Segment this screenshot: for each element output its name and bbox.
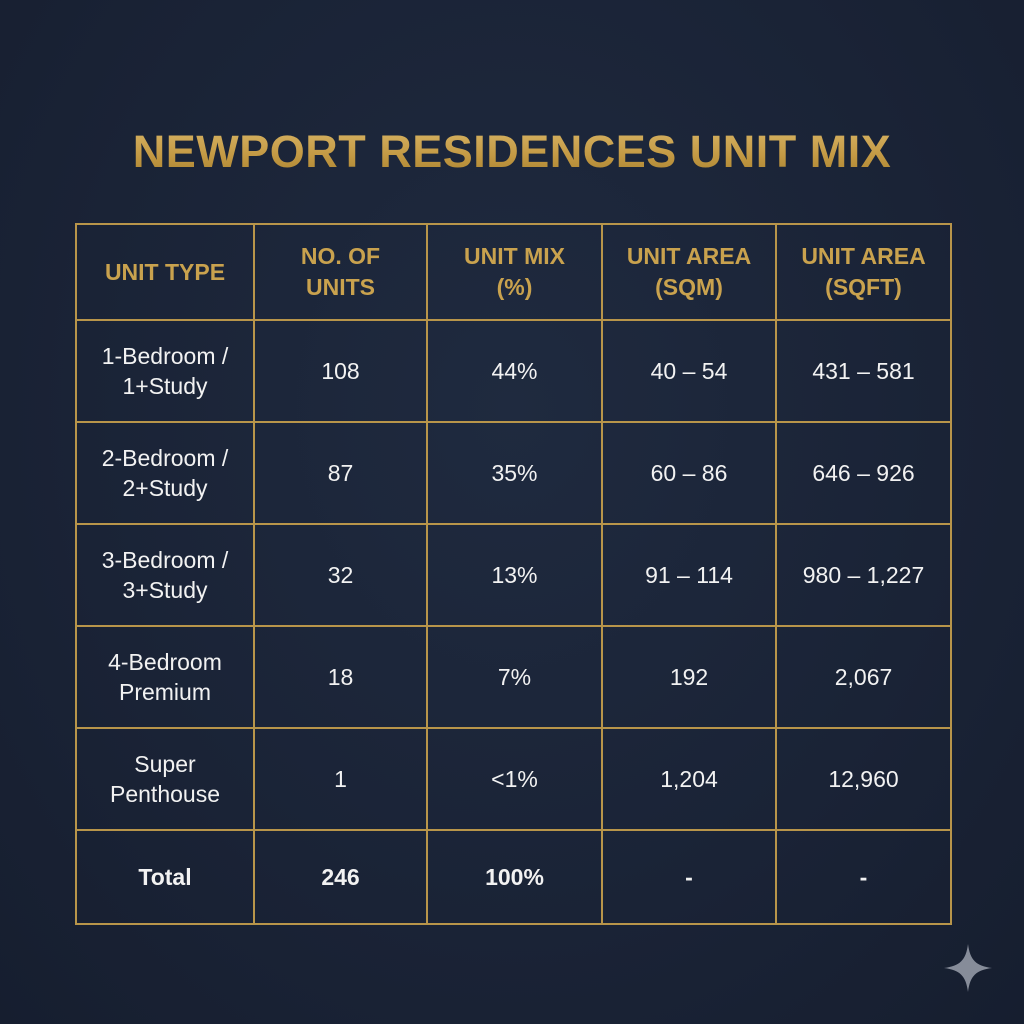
table-header-row: UNIT TYPE NO. OF UNITS UNIT MIX (%) UNIT…: [75, 223, 952, 321]
header-unit-mix: UNIT MIX (%): [426, 223, 603, 321]
cell-unit-area-sqm: 60 – 86: [601, 421, 777, 525]
cell-unit-area-sqm: 91 – 114: [601, 523, 777, 627]
table-row: Super Penthouse 1 <1% 1,204 12,960: [75, 727, 952, 831]
total-unit-area-sqft: -: [775, 829, 952, 925]
cell-unit-mix: 7%: [426, 625, 603, 729]
cell-unit-mix: <1%: [426, 727, 603, 831]
cell-unit-area-sqm: 1,204: [601, 727, 777, 831]
header-no-of-units: NO. OF UNITS: [253, 223, 428, 321]
cell-unit-mix: 44%: [426, 319, 603, 423]
cell-no-of-units: 87: [253, 421, 428, 525]
cell-unit-area-sqft: 980 – 1,227: [775, 523, 952, 627]
total-row: Total 246 100% - -: [75, 829, 952, 925]
cell-unit-type: 3-Bedroom / 3+Study: [75, 523, 255, 627]
unit-mix-table: UNIT TYPE NO. OF UNITS UNIT MIX (%) UNIT…: [75, 223, 952, 925]
cell-no-of-units: 108: [253, 319, 428, 423]
total-label: Total: [75, 829, 255, 925]
cell-unit-type: 1-Bedroom / 1+Study: [75, 319, 255, 423]
cell-unit-type: 4-Bedroom Premium: [75, 625, 255, 729]
page-title: NEWPORT RESIDENCES UNIT MIX: [0, 126, 1024, 178]
sparkle-icon: [944, 944, 992, 992]
cell-unit-type: 2-Bedroom / 2+Study: [75, 421, 255, 525]
cell-no-of-units: 18: [253, 625, 428, 729]
table-row: 2-Bedroom / 2+Study 87 35% 60 – 86 646 –…: [75, 421, 952, 525]
cell-unit-area-sqft: 12,960: [775, 727, 952, 831]
cell-unit-area-sqft: 431 – 581: [775, 319, 952, 423]
cell-unit-area-sqft: 2,067: [775, 625, 952, 729]
total-unit-area-sqm: -: [601, 829, 777, 925]
total-no-of-units: 246: [253, 829, 428, 925]
total-unit-mix: 100%: [426, 829, 603, 925]
header-unit-type: UNIT TYPE: [75, 223, 255, 321]
cell-no-of-units: 1: [253, 727, 428, 831]
table-row: 1-Bedroom / 1+Study 108 44% 40 – 54 431 …: [75, 319, 952, 423]
cell-no-of-units: 32: [253, 523, 428, 627]
cell-unit-area-sqft: 646 – 926: [775, 421, 952, 525]
table-row: 4-Bedroom Premium 18 7% 192 2,067: [75, 625, 952, 729]
cell-unit-mix: 35%: [426, 421, 603, 525]
header-unit-area-sqm: UNIT AREA (SQM): [601, 223, 777, 321]
cell-unit-type: Super Penthouse: [75, 727, 255, 831]
cell-unit-area-sqm: 192: [601, 625, 777, 729]
header-unit-area-sqft: UNIT AREA (SQFT): [775, 223, 952, 321]
table-row: 3-Bedroom / 3+Study 32 13% 91 – 114 980 …: [75, 523, 952, 627]
cell-unit-area-sqm: 40 – 54: [601, 319, 777, 423]
cell-unit-mix: 13%: [426, 523, 603, 627]
